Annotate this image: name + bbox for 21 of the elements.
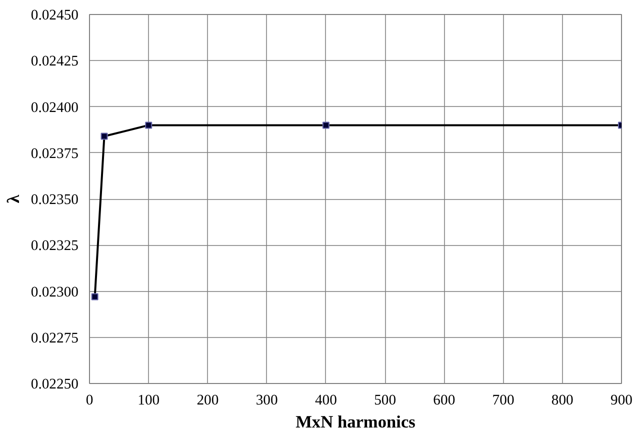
- y-axis-title: λ: [4, 194, 23, 204]
- x-tick-label: 100: [138, 392, 160, 408]
- y-tick-label: 0.02400: [30, 100, 79, 116]
- x-tick-label: 0: [86, 392, 94, 408]
- y-tick-label: 0.02275: [30, 330, 79, 346]
- x-tick-label: 300: [256, 392, 278, 408]
- y-tick-label: 0.02425: [30, 54, 79, 70]
- x-tick-label: 900: [610, 392, 632, 408]
- y-tick-label: 0.02300: [30, 284, 79, 300]
- y-tick-label: 0.02450: [30, 8, 79, 24]
- y-tick-label: 0.02325: [30, 238, 79, 254]
- x-tick-label: 700: [492, 392, 514, 408]
- x-axis-title: MxN harmonics: [296, 412, 416, 432]
- x-tick-label: 800: [551, 392, 574, 408]
- x-tick-label: 200: [196, 392, 219, 408]
- y-tick-label: 0.02375: [30, 146, 79, 162]
- y-tick-label: 0.02250: [30, 376, 79, 392]
- x-tick-label: 400: [314, 392, 337, 408]
- x-tick-label: 600: [433, 392, 456, 408]
- y-tick-label: 0.02350: [30, 192, 79, 208]
- x-tick-label: 500: [374, 392, 396, 408]
